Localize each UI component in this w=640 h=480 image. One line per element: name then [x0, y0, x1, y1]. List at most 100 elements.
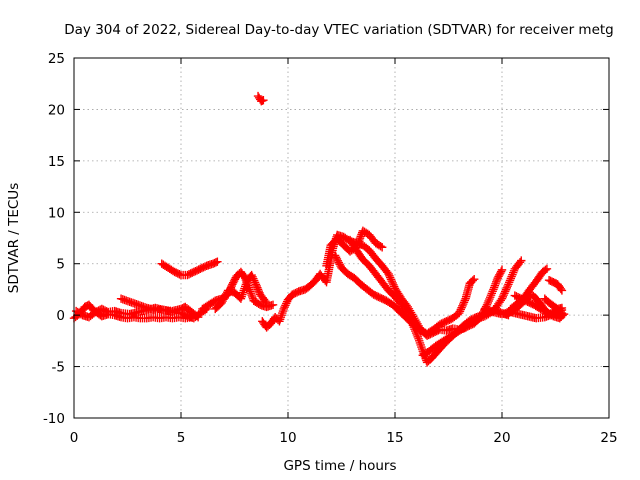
data-point [556, 284, 566, 294]
data-point [369, 290, 378, 299]
data-point [100, 306, 110, 315]
data-point [539, 306, 548, 315]
data-point [418, 327, 427, 336]
data-point [443, 316, 453, 325]
data-point [523, 297, 532, 306]
data-point [262, 298, 271, 307]
data-point [466, 320, 476, 330]
y-tick-label: 25 [48, 51, 65, 67]
data-point [541, 265, 550, 275]
data-point [97, 304, 107, 314]
y-tick-label: 20 [48, 102, 65, 118]
data-point [525, 298, 534, 307]
data-point [513, 292, 523, 302]
data-point [376, 242, 385, 251]
x-tick-label: 25 [600, 430, 617, 446]
data-point [435, 320, 445, 329]
data-point [194, 265, 203, 274]
data-series-arc-e [198, 267, 278, 314]
data-point [192, 311, 201, 321]
data-point [469, 274, 479, 284]
data-point [199, 263, 208, 272]
data-point [460, 323, 469, 333]
data-point [377, 243, 387, 252]
data-point [91, 307, 100, 317]
data-point [517, 256, 526, 265]
data-series-arc-i [322, 226, 387, 270]
data-point [188, 268, 197, 277]
data-point [440, 317, 449, 327]
data-point [416, 326, 425, 335]
data-point [521, 296, 531, 306]
data-point [184, 270, 194, 279]
data-point [289, 289, 299, 298]
data-point [515, 293, 524, 303]
data-point [557, 286, 567, 295]
data-point [547, 310, 556, 320]
y-tick-label: 10 [48, 205, 65, 221]
axis-ticks: 0 5 10 15 20 25 -10 -5 0 5 10 15 20 25 [43, 51, 618, 446]
data-point [465, 321, 474, 330]
x-tick-label: 15 [386, 430, 403, 446]
data-point [468, 276, 477, 285]
data-point [371, 291, 380, 300]
data-point [196, 264, 205, 274]
x-tick-label: 10 [279, 430, 296, 446]
data-point [437, 319, 446, 328]
data-point [200, 262, 210, 271]
data-point [193, 313, 203, 322]
data-point [542, 264, 552, 274]
data-point [288, 290, 297, 299]
data-point [558, 311, 567, 320]
data-point [518, 295, 528, 304]
data-point [526, 299, 536, 308]
data-point [520, 296, 529, 305]
chart-title: Day 304 of 2022, Sidereal Day-to-day VTE… [64, 22, 614, 38]
data-point [374, 292, 383, 302]
x-tick-label: 20 [493, 430, 510, 446]
data-series-arc-o [480, 304, 567, 323]
data-point [372, 291, 382, 301]
data-point [377, 294, 386, 303]
data-point [170, 267, 179, 277]
data-point [438, 318, 448, 328]
data-point [536, 304, 545, 314]
data-point [503, 309, 513, 318]
y-tick-label: 5 [56, 257, 65, 273]
data-series-arc-d [157, 257, 222, 280]
data-series-arc-l [416, 274, 479, 338]
data-point [458, 324, 468, 333]
data-series-arc-f [211, 270, 271, 314]
x-tick-label: 5 [177, 430, 186, 446]
y-tick-label: 0 [56, 308, 65, 324]
data-point [510, 291, 520, 300]
data-point [505, 308, 514, 317]
data-point [99, 305, 108, 314]
data-point [445, 315, 454, 324]
data-point [557, 303, 567, 313]
plot-frame [73, 57, 610, 419]
data-point [186, 269, 195, 278]
data-point [171, 268, 181, 277]
data-point [180, 310, 189, 319]
data-point [375, 293, 385, 302]
y-tick-label: -5 [52, 360, 65, 376]
data-point [379, 295, 388, 304]
data-point [559, 309, 569, 319]
data-point [442, 317, 451, 326]
data-point [292, 288, 302, 297]
data-point [463, 322, 472, 331]
data-point [173, 269, 182, 278]
data-point [189, 267, 199, 277]
y-tick-label: 15 [48, 154, 65, 170]
x-tick-label: 0 [70, 430, 79, 446]
data-point [197, 263, 207, 273]
data-point [209, 297, 218, 306]
data-point [502, 309, 511, 319]
data-point [213, 257, 222, 266]
data-point [512, 292, 521, 301]
data-point [175, 270, 184, 279]
data-point [497, 265, 507, 275]
data-series-arc-t [544, 275, 567, 295]
data-series-arc-s [540, 294, 567, 314]
